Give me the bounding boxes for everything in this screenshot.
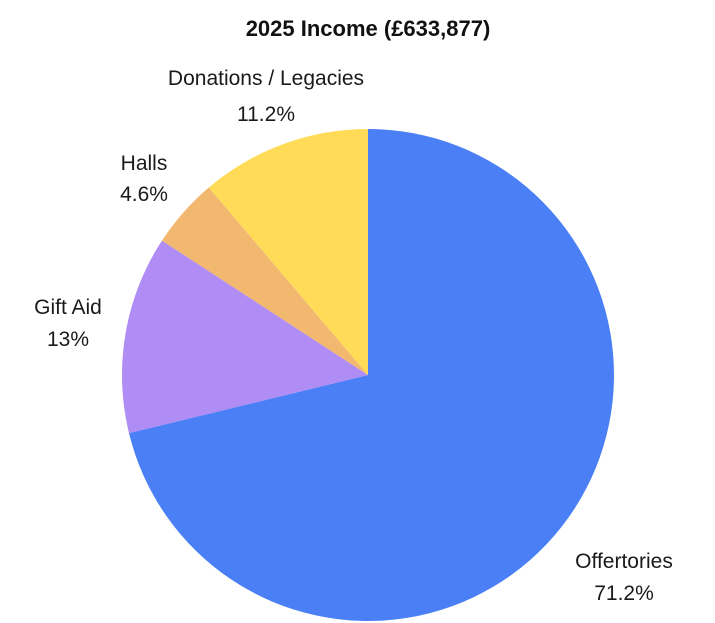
slice-value-offertories: 71.2% [594, 582, 654, 605]
pie-slices [122, 129, 614, 621]
slice-value-gift-aid: 13% [47, 328, 89, 351]
slice-label-donations-legacies: Donations / Legacies [168, 67, 364, 90]
slice-label-offertories: Offertories [575, 550, 673, 573]
slice-label-halls: Halls [121, 152, 168, 175]
chart-title: 2025 Income (£633,877) [246, 16, 491, 41]
slice-value-halls: 4.6% [120, 183, 168, 206]
slice-label-gift-aid: Gift Aid [34, 296, 102, 319]
slice-value-donations-legacies: 11.2% [237, 103, 295, 126]
